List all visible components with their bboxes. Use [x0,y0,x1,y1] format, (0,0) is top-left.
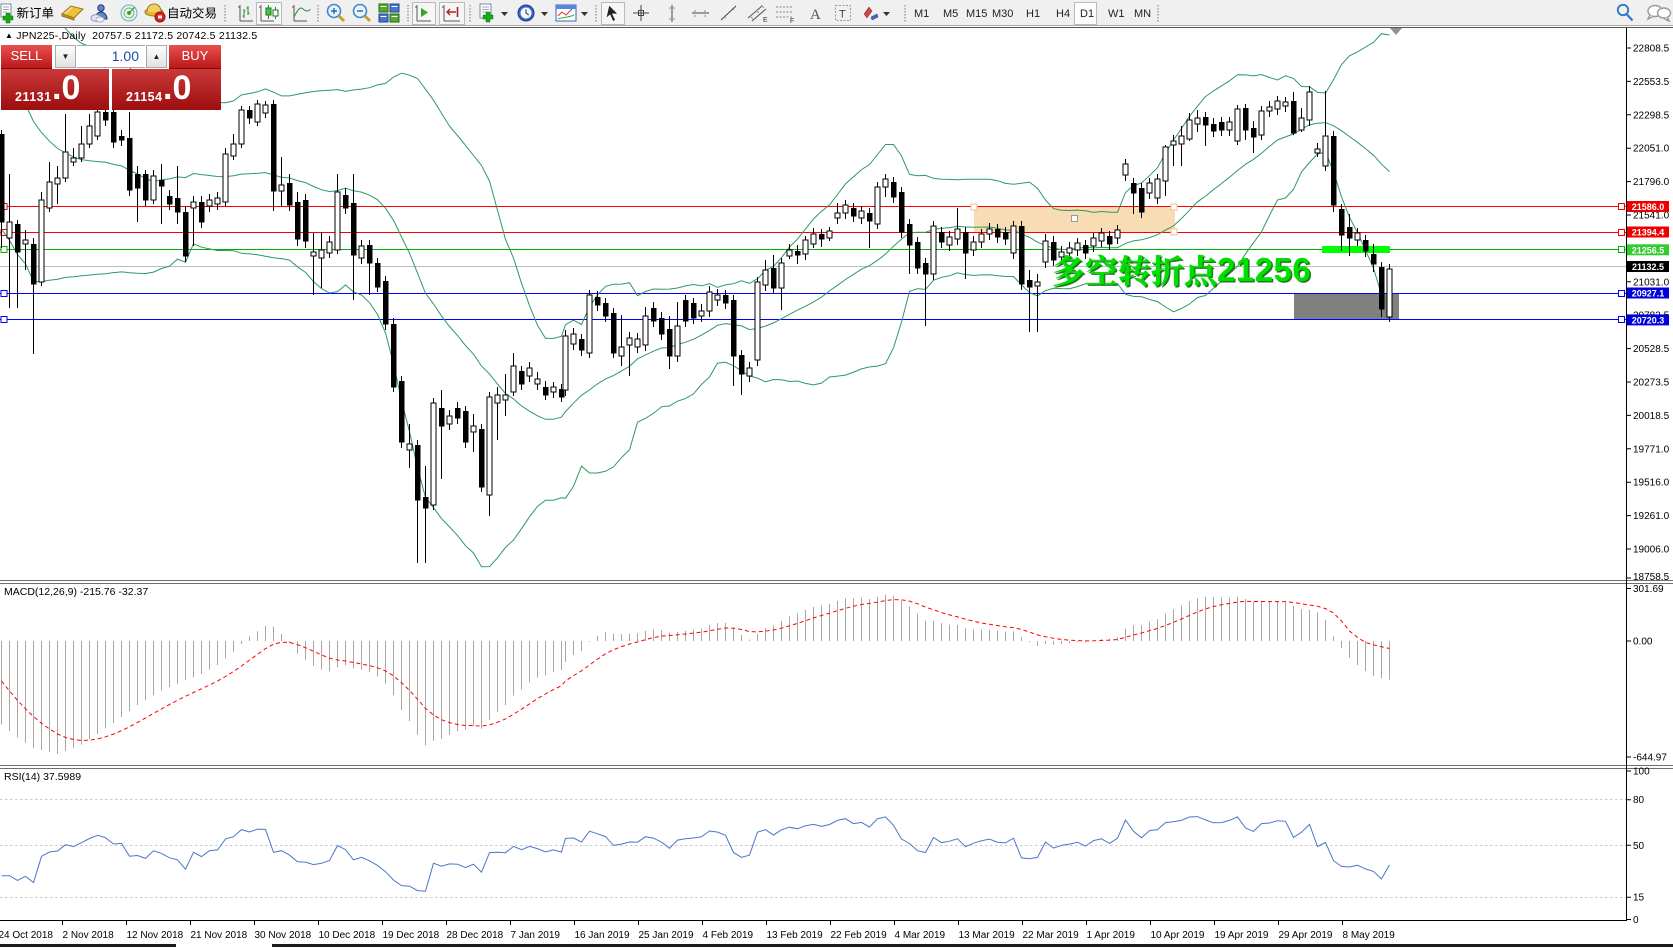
svg-text:10 Apr 2019: 10 Apr 2019 [1151,930,1205,941]
svg-text:20528.5: 20528.5 [1633,344,1670,355]
svg-text:19 Dec 2018: 19 Dec 2018 [383,930,440,941]
svg-text:22 Mar 2019: 22 Mar 2019 [1023,930,1080,941]
svg-text:25 Jan 2019: 25 Jan 2019 [639,930,694,941]
svg-text:28 Dec 2018: 28 Dec 2018 [447,930,504,941]
svg-text:21256.5: 21256.5 [1632,245,1665,255]
svg-text:21256: 21256 [1217,251,1311,288]
svg-text:M1: M1 [914,8,929,20]
svg-text:8 May 2019: 8 May 2019 [1343,930,1396,941]
svg-text:12 Nov 2018: 12 Nov 2018 [127,930,184,941]
svg-text:21132.5: 21132.5 [1632,262,1664,272]
svg-text:21 Nov 2018: 21 Nov 2018 [191,930,248,941]
svg-text:21586.0: 21586.0 [1632,202,1665,212]
svg-text:19006.0: 19006.0 [1633,545,1670,556]
svg-text:80: 80 [1633,795,1645,806]
svg-text:21256: 21256 [1219,253,1313,290]
svg-text:4 Mar 2019: 4 Mar 2019 [895,930,946,941]
svg-text:20273.5: 20273.5 [1633,378,1670,389]
svg-text:22298.5: 22298.5 [1633,110,1670,121]
svg-text:H1: H1 [1026,8,1040,20]
svg-text:RSI(14) 37.5989: RSI(14) 37.5989 [4,771,81,783]
svg-text:MN: MN [1134,8,1151,20]
svg-text:M15: M15 [966,8,987,20]
svg-text:T: T [839,9,846,21]
svg-text:20927.1: 20927.1 [1632,289,1665,299]
svg-text:0.00: 0.00 [1633,637,1653,648]
svg-text:22 Feb 2019: 22 Feb 2019 [831,930,888,941]
svg-text:50: 50 [1633,841,1645,852]
svg-text:22051.0: 22051.0 [1633,144,1670,155]
svg-text:H4: H4 [1056,8,1070,20]
svg-text:301.69: 301.69 [1633,584,1664,595]
svg-text:21394.4: 21394.4 [1632,228,1665,238]
svg-text:19261.0: 19261.0 [1633,511,1670,522]
svg-text:29 Apr 2019: 29 Apr 2019 [1279,930,1333,941]
svg-text:0: 0 [1633,915,1639,926]
svg-text:7 Jan 2019: 7 Jan 2019 [511,930,561,941]
svg-text:E: E [763,17,768,24]
svg-text:4 Feb 2019: 4 Feb 2019 [703,930,754,941]
svg-text:W1: W1 [1108,8,1125,20]
svg-text:A: A [810,7,821,23]
svg-text:F: F [790,18,794,25]
svg-text:19 Apr 2019: 19 Apr 2019 [1215,930,1269,941]
svg-text:D1: D1 [1080,8,1094,20]
svg-text:M30: M30 [992,8,1013,20]
svg-text:16 Jan 2019: 16 Jan 2019 [575,930,630,941]
svg-text:18758.5: 18758.5 [1633,572,1670,583]
svg-text:20018.5: 20018.5 [1633,411,1670,422]
svg-text:30 Nov 2018: 30 Nov 2018 [255,930,312,941]
svg-text:100: 100 [1633,767,1650,778]
svg-text:19771.0: 19771.0 [1633,444,1670,455]
svg-text:21541.0: 21541.0 [1633,211,1670,222]
svg-text:13 Mar 2019: 13 Mar 2019 [959,930,1016,941]
svg-text:21031.0: 21031.0 [1633,277,1670,288]
svg-text:-644.97: -644.97 [1633,753,1667,764]
svg-text:22553.5: 22553.5 [1633,77,1670,88]
svg-text:2 Nov 2018: 2 Nov 2018 [63,930,115,941]
svg-text:15: 15 [1633,893,1645,904]
svg-text:10 Dec 2018: 10 Dec 2018 [319,930,376,941]
svg-text:13 Feb 2019: 13 Feb 2019 [767,930,824,941]
svg-text:21796.0: 21796.0 [1633,177,1670,188]
svg-text:22808.5: 22808.5 [1633,44,1670,55]
svg-text:MACD(12,26,9) -215.76 -32.37: MACD(12,26,9) -215.76 -32.37 [4,586,148,598]
svg-text:1 Apr 2019: 1 Apr 2019 [1087,930,1136,941]
svg-text:24 Oct 2018: 24 Oct 2018 [0,930,53,941]
svg-text:20720.3: 20720.3 [1632,315,1665,325]
svg-text:M5: M5 [943,8,958,20]
svg-text:19516.0: 19516.0 [1633,478,1670,489]
